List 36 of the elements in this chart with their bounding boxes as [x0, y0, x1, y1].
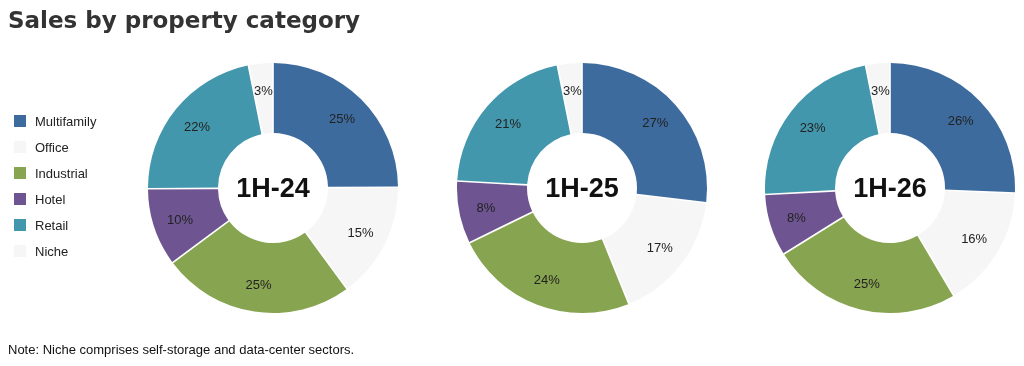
donut-slice: [148, 189, 229, 262]
data-label: 22%: [183, 118, 211, 134]
data-label: 16%: [961, 230, 988, 246]
donut-slice: [603, 195, 707, 304]
data-label: 3%: [562, 82, 583, 98]
data-label: 3%: [870, 82, 891, 98]
donut-slice: [469, 212, 629, 313]
data-label: 23%: [799, 120, 827, 136]
text: 1H-26: [853, 173, 927, 203]
data-label: 10%: [167, 211, 194, 227]
legend-label: Office: [35, 139, 69, 155]
donut-slice: [765, 191, 843, 254]
data-label: 8%: [476, 199, 496, 215]
donut-slice: [558, 63, 582, 134]
legend-label: Multifamily: [35, 113, 97, 129]
data-label: 21%: [494, 116, 522, 132]
data-label: 25%: [245, 277, 272, 293]
data-label: 24%: [533, 271, 561, 287]
legend-label: Hotel: [35, 191, 66, 207]
data-label: 26%: [947, 112, 975, 128]
data-label: 8%: [787, 209, 807, 225]
data-label: 17%: [646, 239, 674, 255]
legend-label: Retail: [35, 217, 69, 233]
text: 1H-24: [236, 173, 310, 203]
data-label: 25%: [853, 275, 881, 291]
donut-slice: [249, 63, 273, 134]
text: Note: Niche comprises self-storage and data-center sectors.: [8, 342, 355, 357]
data-label: 3%: [253, 82, 274, 98]
legend-label: Industrial: [35, 165, 88, 181]
text: 1H-25: [545, 173, 619, 203]
legend-label: Niche: [35, 243, 69, 259]
data-label: 15%: [347, 224, 374, 240]
text: Sales by property category: [8, 7, 361, 33]
data-label: 25%: [329, 111, 356, 126]
donut-slice: [457, 181, 533, 242]
data-label: 27%: [642, 115, 669, 131]
